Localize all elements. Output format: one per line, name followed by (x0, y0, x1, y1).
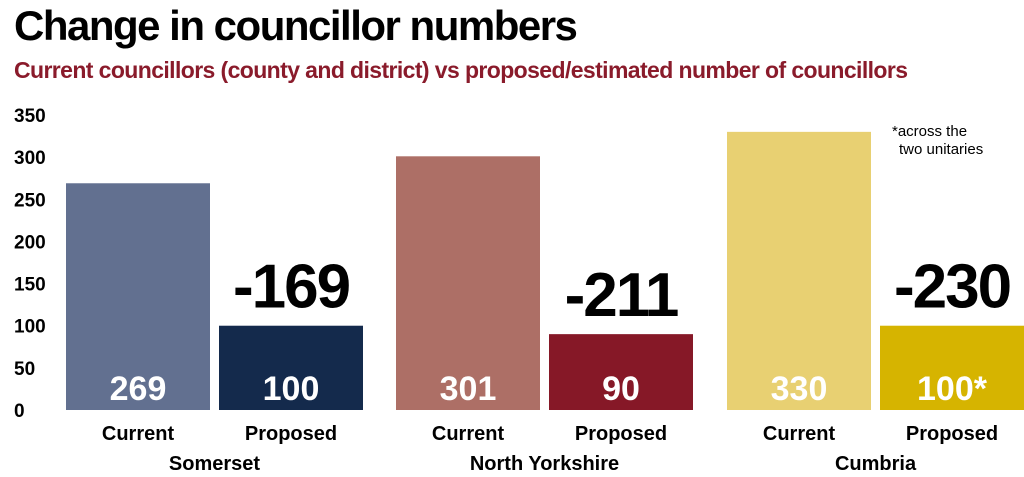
category-label: Current (432, 423, 505, 445)
bar-value-label: 330 (771, 370, 828, 408)
chart-subtitle: Current councillors (county and district… (14, 57, 908, 83)
y-tick-label: 150 (14, 275, 46, 296)
y-tick-label: 300 (14, 148, 46, 169)
bar-value-label: 269 (110, 370, 167, 408)
category-label: Proposed (245, 423, 337, 445)
bar-north-yorkshire-proposed (549, 334, 693, 410)
group-label: Cumbria (835, 453, 917, 475)
bar-cumbria-proposed (880, 325, 1024, 410)
category-label: Current (763, 423, 836, 445)
category-label: Proposed (906, 423, 998, 445)
annotation-line-1: *across the (892, 123, 967, 140)
bars (66, 131, 1024, 410)
category-label: Proposed (575, 423, 667, 445)
bar-cumbria-current (727, 131, 871, 410)
change-label: -211 (565, 261, 678, 330)
change-label: -230 (894, 253, 1010, 322)
y-tick-label: 50 (14, 359, 35, 380)
y-tick-label: 200 (14, 232, 46, 253)
bar-somerset-proposed (219, 325, 363, 410)
y-tick-label: 100 (14, 317, 46, 338)
category-label: Current (102, 423, 175, 445)
bar-value-label: 301 (440, 370, 497, 408)
y-tick-label: 350 (14, 106, 46, 127)
bar-somerset-current (66, 183, 210, 410)
y-axis: 0 50 100 150 200 250 300 350 (14, 106, 46, 422)
group-label: Somerset (169, 453, 260, 475)
bar-north-yorkshire-current (396, 156, 540, 410)
chart-title: Change in councillor numbers (14, 2, 578, 49)
y-tick-label: 0 (14, 401, 25, 422)
bar-value-label: 100 (263, 370, 320, 408)
change-label: -169 (233, 253, 350, 322)
bar-value-label: 100* (917, 370, 988, 408)
y-tick-label: 250 (14, 190, 46, 211)
bar-value-label: 90 (602, 370, 640, 408)
annotation-line-2: two unitaries (899, 141, 983, 158)
labels: 269 Current 100 Proposed -169 Somerset 301 Curr… (102, 253, 1012, 475)
group-label: North Yorkshire (470, 453, 619, 475)
